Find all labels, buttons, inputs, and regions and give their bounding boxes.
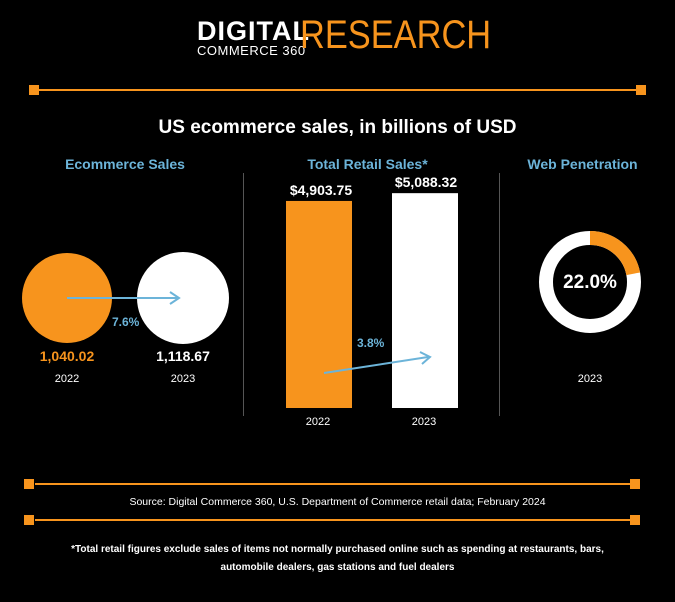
source-divider-top-left-cap [24, 479, 34, 489]
logo-research: RESEARCH [300, 13, 492, 57]
ecommerce-year-2023: 2023 [170, 373, 196, 385]
source-divider-bottom-left-cap [24, 515, 34, 525]
logo-commerce-360: COMMERCE 360 [197, 43, 306, 58]
ecommerce-value-2022: 1,040.02 [39, 348, 95, 364]
bar-2022 [286, 200, 352, 408]
source-note: Source: Digital Commerce 360, U.S. Depar… [129, 496, 546, 508]
source-divider-top [35, 483, 640, 485]
retail-year-2023: 2023 [411, 416, 437, 428]
footnote: *Total retail figures exclude sales of i… [40, 541, 635, 577]
bar-2023 [392, 193, 458, 408]
top-divider-left-cap [29, 85, 39, 95]
growth-arrow-ecommerce-head [169, 291, 181, 305]
top-divider-right-cap [636, 85, 646, 95]
retail-year-2022: 2022 [305, 416, 331, 428]
footnote-line-2: automobile dealers, gas stations and fue… [220, 562, 455, 573]
retail-heading: Total Retail Sales* [307, 156, 428, 172]
logo-digital: DIGITAL [197, 16, 310, 46]
growth-arrow-retail [323, 356, 429, 374]
growth-arrow-retail-head [419, 351, 432, 365]
source-divider-bottom-right-cap [630, 515, 640, 525]
web-penetration-donut [539, 231, 641, 333]
source-divider-bottom [35, 519, 640, 521]
ecommerce-value-2023: 1,118.67 [156, 348, 210, 364]
source-divider-top-right-cap [630, 479, 640, 489]
retail-value-2023: $5,088.32 [394, 174, 458, 191]
ecommerce-year-2022: 2022 [54, 373, 80, 385]
ecommerce-heading: Ecommerce Sales [65, 156, 185, 172]
footnote-line-1: *Total retail figures exclude sales of i… [71, 544, 604, 555]
web-penetration-heading: Web Penetration [527, 156, 638, 172]
bubble-2023 [137, 252, 229, 344]
donut-arc-share [589, 231, 641, 276]
ecommerce-bubble-chart [22, 252, 229, 344]
retail-growth-label: 3.8% [357, 336, 385, 350]
ecommerce-growth-label: 7.6% [112, 315, 140, 329]
web-penetration-year: 2023 [577, 373, 603, 385]
chart-title: US ecommerce sales, in billions of USD [158, 117, 517, 138]
retail-value-2022: $4,903.75 [289, 181, 353, 198]
divider-right [499, 173, 500, 416]
web-penetration-value: 22.0% [563, 272, 617, 293]
divider-left [243, 173, 244, 416]
top-divider [35, 89, 640, 91]
retail-bar-chart [286, 193, 458, 408]
